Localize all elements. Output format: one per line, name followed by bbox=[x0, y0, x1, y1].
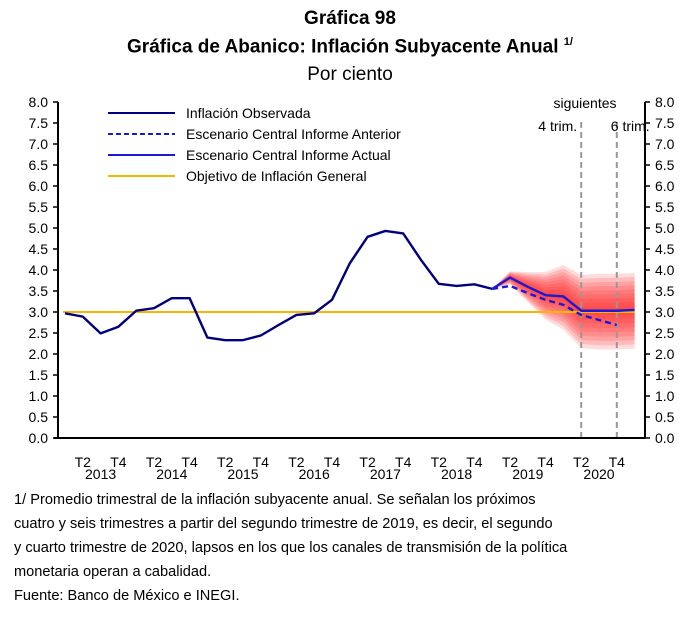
footnote: 1/ Promedio trimestral de la inflación s… bbox=[14, 488, 694, 608]
x-tick-label: T2 bbox=[431, 454, 448, 470]
footnote-source: Fuente: Banco de México e INEGI. bbox=[14, 588, 240, 604]
y-tick-label-left: 6.0 bbox=[29, 178, 49, 194]
x-tick-label: T4 bbox=[324, 454, 341, 470]
y-tick-label-left: 8.0 bbox=[29, 94, 49, 110]
x-tick-label: T4 bbox=[537, 454, 554, 470]
x-tick-label: T4 bbox=[395, 454, 412, 470]
forecast-horizon-label: 4 trim. bbox=[538, 118, 577, 134]
y-tick-label-left: 3.0 bbox=[29, 304, 49, 320]
legend-label: Inflación Observada bbox=[186, 105, 311, 121]
y-tick-label-left: 0.0 bbox=[29, 430, 49, 446]
y-tick-label-right: 7.0 bbox=[655, 136, 675, 152]
y-tick-label-right: 0.5 bbox=[655, 409, 675, 425]
y-tick-label-right: 1.0 bbox=[655, 388, 675, 404]
x-tick-label: T4 bbox=[181, 454, 198, 470]
y-tick-label-right: 5.0 bbox=[655, 220, 675, 236]
x-tick-label: T2 bbox=[75, 454, 92, 470]
chart-subtitle: Gráfica de Abanico: Inflación Subyacente… bbox=[0, 36, 700, 58]
x-tick-label: T2 bbox=[502, 454, 519, 470]
y-tick-label-right: 8.0 bbox=[655, 94, 675, 110]
y-tick-label-left: 7.5 bbox=[29, 115, 49, 131]
chart-units: Por ciento bbox=[307, 64, 393, 85]
x-tick-label: T2 bbox=[146, 454, 163, 470]
y-tick-label-right: 4.0 bbox=[655, 262, 675, 278]
chart-title: Gráfica 98 bbox=[304, 8, 396, 29]
footnote-line: 1/ Promedio trimestral de la inflación s… bbox=[14, 492, 536, 508]
y-tick-label-left: 3.5 bbox=[29, 283, 49, 299]
series-current-central-scenario bbox=[491, 276, 635, 312]
y-tick-label-left: 4.0 bbox=[29, 262, 49, 278]
series-observed-inflation bbox=[64, 229, 493, 342]
y-tick-label-left: 7.0 bbox=[29, 136, 49, 152]
x-tick-label: T4 bbox=[466, 454, 483, 470]
x-year-label: 2017 bbox=[370, 466, 401, 482]
y-tick-label-left: 6.5 bbox=[29, 157, 49, 173]
x-tick-label: T2 bbox=[288, 454, 305, 470]
x-tick-label: T2 bbox=[217, 454, 234, 470]
y-tick-label-right: 0.0 bbox=[655, 430, 675, 446]
y-tick-label-right: 2.0 bbox=[655, 346, 675, 362]
y-tick-label-right: 2.5 bbox=[655, 325, 675, 341]
y-tick-label-right: 6.5 bbox=[655, 157, 675, 173]
y-tick-label-right: 3.0 bbox=[655, 304, 675, 320]
footnote-line: cuatro y seis trimestres a partir del se… bbox=[14, 516, 553, 532]
forecast-horizon-label: 6 trim. bbox=[611, 118, 650, 134]
x-year-label: 2013 bbox=[85, 466, 116, 482]
x-tick-label: T2 bbox=[573, 454, 590, 470]
y-tick-label-left: 2.0 bbox=[29, 346, 49, 362]
forecast-horizon-header: siguientes bbox=[553, 95, 616, 111]
subtitle-text: Gráfica de Abanico: Inflación Subyacente… bbox=[127, 36, 559, 58]
x-tick-label: T2 bbox=[359, 454, 376, 470]
y-tick-label-left: 5.0 bbox=[29, 220, 49, 236]
y-tick-label-left: 1.0 bbox=[29, 388, 49, 404]
footnote-line: monetaria operan a cabalidad. bbox=[14, 564, 212, 580]
y-tick-label-left: 1.5 bbox=[29, 367, 49, 383]
x-year-label: 2018 bbox=[441, 466, 472, 482]
legend-label: Escenario Central Informe Anterior bbox=[186, 126, 401, 142]
y-tick-label-right: 3.5 bbox=[655, 283, 675, 299]
y-tick-label-right: 6.0 bbox=[655, 178, 675, 194]
y-tick-label-right: 4.5 bbox=[655, 241, 675, 257]
x-year-label: 2019 bbox=[512, 466, 543, 482]
y-tick-label-left: 2.5 bbox=[29, 325, 49, 341]
legend-label: Escenario Central Informe Actual bbox=[186, 147, 391, 163]
y-tick-label-right: 7.5 bbox=[655, 115, 675, 131]
fan-band bbox=[492, 271, 635, 341]
x-tick-label: T4 bbox=[253, 454, 270, 470]
y-tick-label-left: 5.5 bbox=[29, 199, 49, 215]
y-tick-label-right: 5.5 bbox=[655, 199, 675, 215]
y-tick-label-left: 4.5 bbox=[29, 241, 49, 257]
footnote-line: y cuarto trimestre de 2020, lapsos en lo… bbox=[14, 540, 568, 556]
x-year-label: 2020 bbox=[583, 466, 614, 482]
fan-band bbox=[492, 274, 635, 333]
legend-label: Objetivo de Inflación General bbox=[186, 168, 367, 184]
subtitle-note: 1/ bbox=[563, 36, 573, 48]
y-tick-label-left: 0.5 bbox=[29, 409, 49, 425]
x-tick-label: T4 bbox=[609, 454, 626, 470]
x-year-label: 2016 bbox=[299, 466, 330, 482]
series-previous-central-scenario bbox=[492, 284, 618, 327]
x-year-label: 2014 bbox=[156, 466, 187, 482]
y-tick-label-right: 1.5 bbox=[655, 367, 675, 383]
x-year-label: 2015 bbox=[227, 466, 258, 482]
x-tick-label: T4 bbox=[110, 454, 127, 470]
